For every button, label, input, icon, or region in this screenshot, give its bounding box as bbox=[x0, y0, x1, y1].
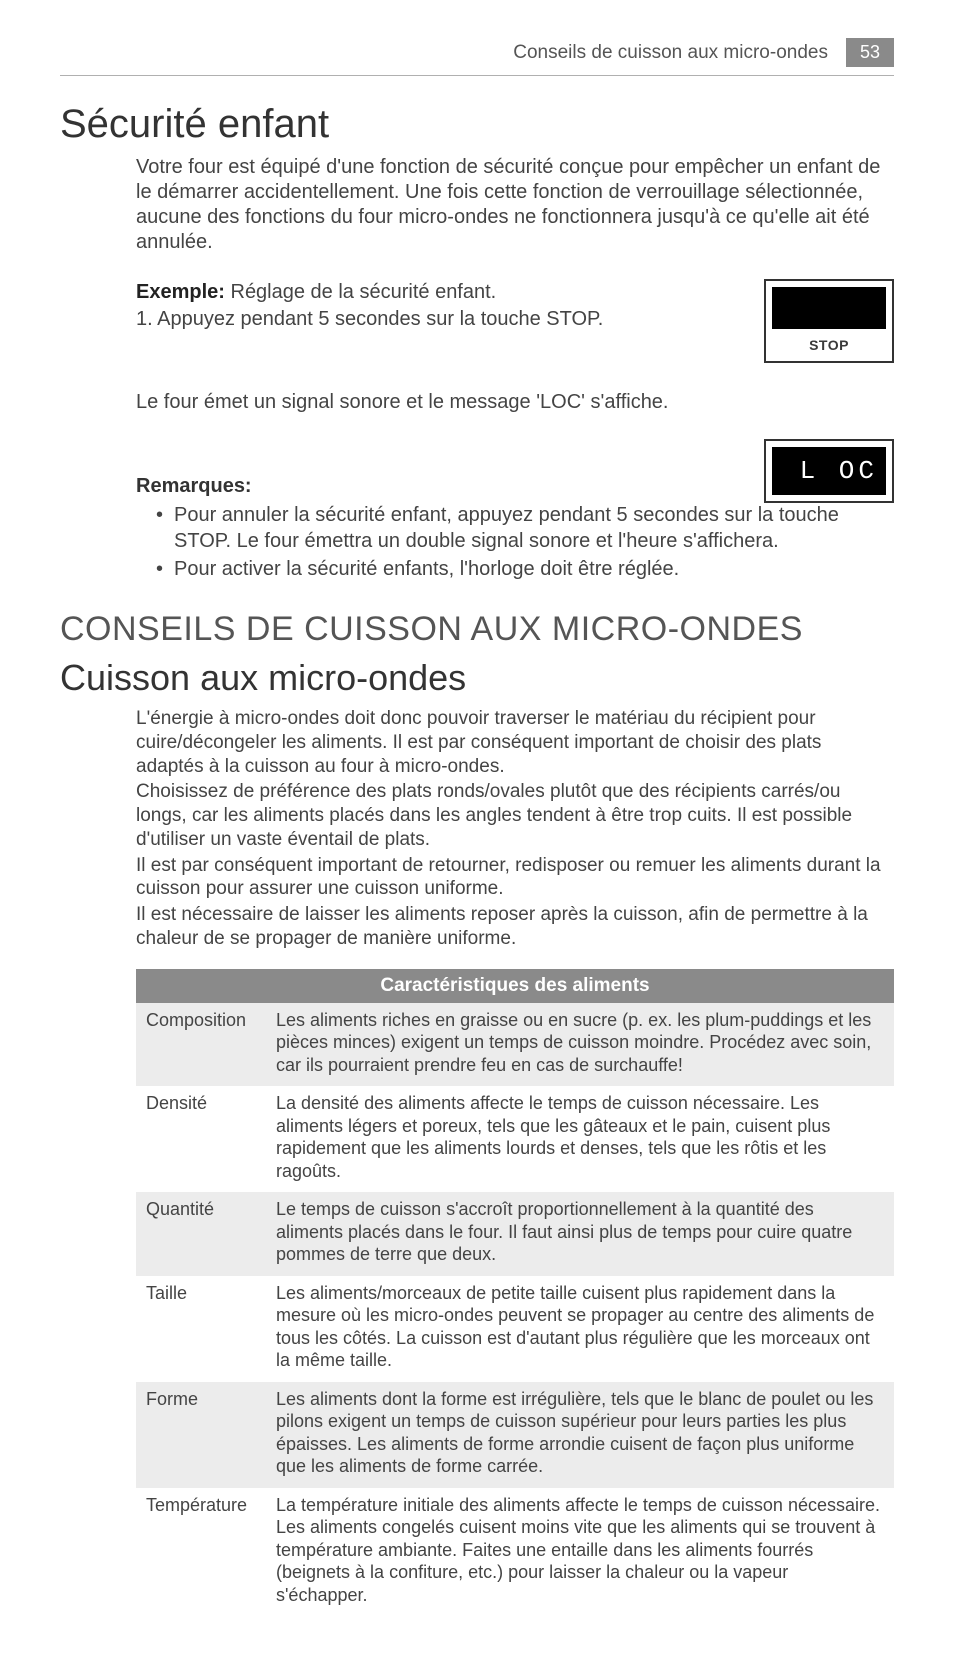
remark-item: Pour annuler la sécurité enfant, appuyez… bbox=[156, 502, 894, 554]
example-step: 1. Appuyez pendant 5 secondes sur la tou… bbox=[136, 306, 726, 333]
row-label: Forme bbox=[136, 1382, 266, 1488]
table-row: Taille Les aliments/morceaux de petite t… bbox=[136, 1276, 894, 1382]
example-text: Réglage de la sécurité enfant. bbox=[225, 281, 496, 303]
table-caption: Caractéristiques des aliments bbox=[136, 969, 894, 1003]
example-line: Exemple: Réglage de la sécurité enfant. bbox=[136, 279, 726, 306]
table-row: Température La température initiale des … bbox=[136, 1488, 894, 1617]
row-label: Composition bbox=[136, 1003, 266, 1087]
cooking-para: L'énergie à micro-ondes doit donc pouvoi… bbox=[136, 707, 894, 778]
security-intro: Votre four est équipé d'une fonction de … bbox=[136, 155, 894, 255]
row-text: La densité des aliments affecte le temps… bbox=[266, 1086, 894, 1192]
section-title-tips-caps: CONSEILS DE CUISSON AUX MICRO-ONDES bbox=[60, 610, 894, 649]
row-text: Les aliments dont la forme est irréguliè… bbox=[266, 1382, 894, 1488]
cooking-para: Choisissez de préférence des plats ronds… bbox=[136, 780, 894, 851]
example-label: Exemple: bbox=[136, 281, 225, 303]
table-row: Quantité Le temps de cuisson s'accroît p… bbox=[136, 1192, 894, 1276]
row-text: Les aliments/morceaux de petite taille c… bbox=[266, 1276, 894, 1382]
page-header: Conseils de cuisson aux micro-ondes 53 bbox=[60, 38, 894, 76]
row-label: Taille bbox=[136, 1276, 266, 1382]
section-title-cooking: Cuisson aux micro-ondes bbox=[60, 657, 894, 699]
cooking-para: Il est nécessaire de laisser les aliment… bbox=[136, 903, 894, 951]
example-block: Exemple: Réglage de la sécurité enfant. … bbox=[136, 279, 894, 333]
characteristics-table: Caractéristiques des aliments Compositio… bbox=[136, 969, 894, 1617]
table-row: Forme Les aliments dont la forme est irr… bbox=[136, 1382, 894, 1488]
stop-screen bbox=[772, 287, 886, 329]
signal-text: Le four émet un signal sonore et le mess… bbox=[136, 391, 726, 414]
row-text: La température initiale des aliments aff… bbox=[266, 1488, 894, 1617]
cooking-para: Il est par conséquent important de retou… bbox=[136, 854, 894, 902]
remarks-list: Pour annuler la sécurité enfant, appuyez… bbox=[136, 502, 894, 582]
row-label: Température bbox=[136, 1488, 266, 1617]
cooking-intro: L'énergie à micro-ondes doit donc pouvoi… bbox=[136, 707, 894, 951]
header-section-title: Conseils de cuisson aux micro-ondes bbox=[513, 42, 828, 64]
section-title-security: Sécurité enfant bbox=[60, 102, 894, 147]
row-label: Quantité bbox=[136, 1192, 266, 1276]
loc-display-diagram: L OC bbox=[764, 439, 894, 503]
remark-item: Pour activer la sécurité enfants, l'horl… bbox=[156, 556, 894, 582]
row-text: Le temps de cuisson s'accroît proportion… bbox=[266, 1192, 894, 1276]
loc-display: L OC bbox=[772, 447, 886, 495]
signal-block: Le four émet un signal sonore et le mess… bbox=[136, 391, 894, 461]
row-label: Densité bbox=[136, 1086, 266, 1192]
row-text: Les aliments riches en graisse ou en suc… bbox=[266, 1003, 894, 1087]
stop-button-diagram: STOP bbox=[764, 279, 894, 363]
page-number: 53 bbox=[846, 38, 894, 67]
table-row: Densité La densité des aliments affecte … bbox=[136, 1086, 894, 1192]
table-row: Composition Les aliments riches en grais… bbox=[136, 1003, 894, 1087]
stop-label: STOP bbox=[766, 335, 892, 361]
